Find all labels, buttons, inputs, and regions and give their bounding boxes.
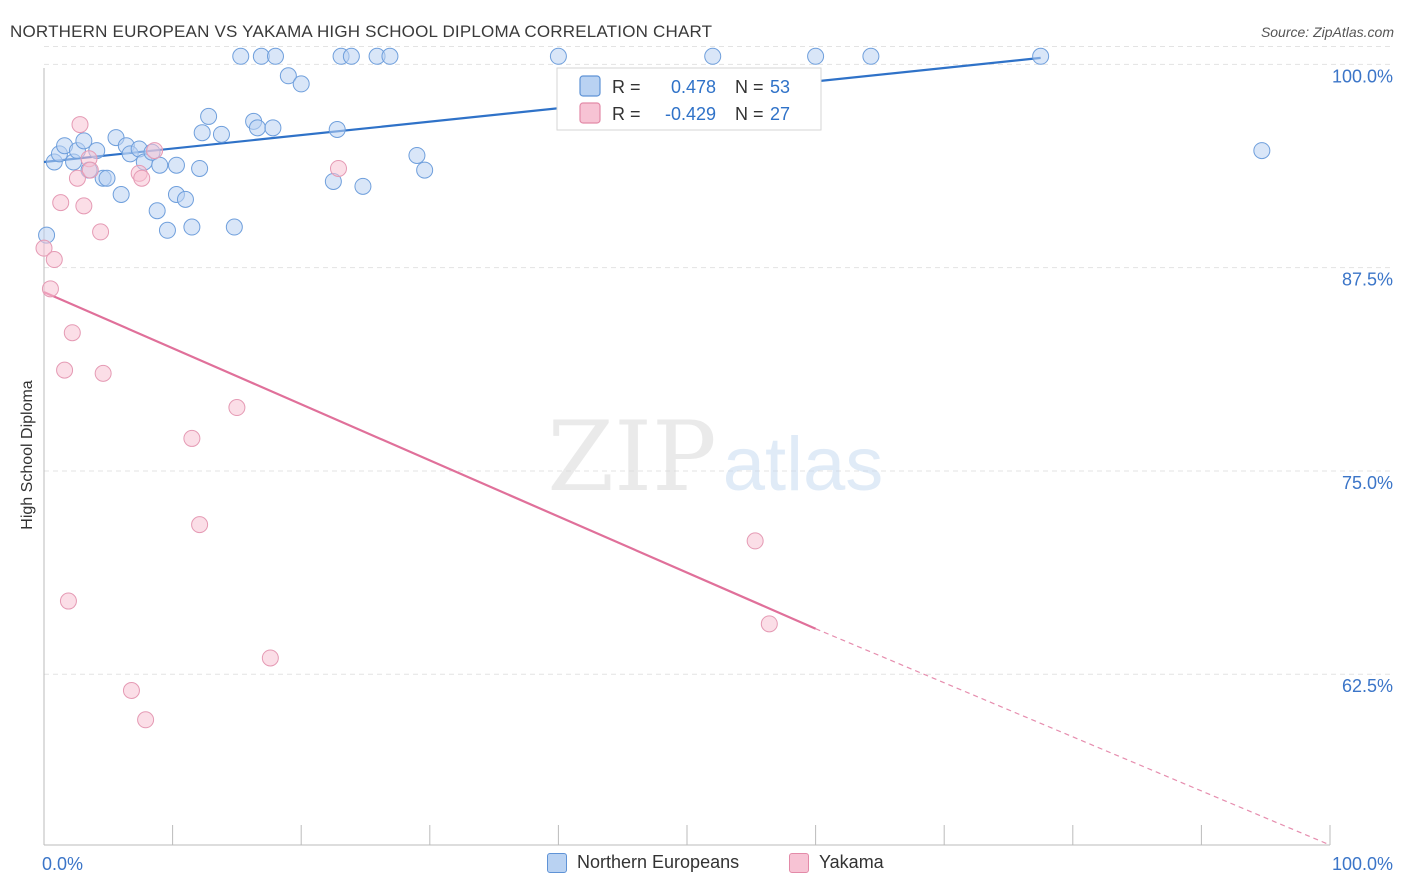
legend-item-northern-europeans[interactable]: Northern Europeans	[547, 852, 739, 873]
yakama-point-21	[228, 399, 246, 417]
yakama-point-14	[122, 682, 140, 700]
yakama-point-9	[75, 197, 93, 215]
legend-item-yakama[interactable]: Yakama	[789, 852, 884, 873]
yakama-point-13	[94, 364, 112, 382]
northern-european-point-48	[704, 47, 722, 65]
northern-european-point-36	[279, 67, 297, 85]
trend-line-northern-europeans	[43, 56, 1041, 164]
chart-title: NORTHERN EUROPEAN VS YAKAMA HIGH SCHOOL …	[10, 22, 713, 41]
northern-european-point-50	[862, 47, 880, 65]
northern-european-point-35	[266, 47, 284, 65]
correlation-legend: R = 0.478 N = 53 R = -0.429 N = 27	[556, 67, 822, 131]
northern-european-point-29	[225, 218, 243, 236]
legend-frame	[556, 67, 822, 131]
legend-r-value-blue: 0.478	[671, 77, 716, 97]
northern-european-point-12	[112, 185, 130, 203]
yakama-point-16	[133, 169, 151, 187]
trend-lines	[43, 56, 1331, 846]
legend-n-label-pink: N =	[735, 104, 764, 124]
yakama-point-20	[191, 516, 209, 534]
yakama-point-3	[52, 194, 70, 212]
yakama-point-23	[329, 159, 347, 177]
northern-european-point-30	[232, 47, 250, 65]
x-tick-label-1: 100.0%	[1332, 854, 1393, 874]
y-tick-label-0: 62.5%	[1342, 676, 1393, 696]
yakama-point-7	[68, 169, 86, 187]
yakama-point-22	[261, 649, 279, 667]
northern-european-point-32	[248, 119, 266, 137]
northern-european-point-24	[183, 218, 201, 236]
trend-line-yakama-extrapolated	[815, 628, 1331, 846]
watermark-atlas: atlas	[723, 422, 884, 507]
yakama-point-19	[183, 429, 201, 447]
yakama-point-24	[746, 532, 764, 550]
yakama-point-18	[146, 142, 164, 160]
legend-n-label-blue: N =	[735, 77, 764, 97]
y-tick-label-3: 100.0%	[1332, 66, 1393, 86]
yakama-point-12	[92, 223, 110, 241]
northern-european-point-44	[381, 47, 399, 65]
northern-european-point-37	[292, 75, 310, 93]
northern-european-point-19	[151, 156, 169, 174]
northern-european-point-46	[416, 161, 434, 179]
chart-source: Source: ZipAtlas.com	[1260, 24, 1394, 40]
legend-label-yakama: Yakama	[819, 852, 884, 872]
legend-swatch-pink	[579, 102, 601, 124]
northern-european-point-26	[193, 124, 211, 142]
yakama-point-25	[760, 615, 778, 633]
yakama-point-5	[59, 592, 77, 610]
yakama-point-1	[41, 280, 59, 298]
legend-swatch-northern-europeans	[547, 852, 567, 873]
axes	[43, 68, 1331, 846]
northern-european-point-41	[342, 47, 360, 65]
legend-n-value-pink: 27	[770, 104, 790, 124]
y-tick-label-1: 75.0%	[1342, 473, 1393, 493]
legend-label-northern-europeans: Northern Europeans	[577, 852, 740, 872]
yakama-point-2	[45, 251, 63, 269]
legend-n-value-blue: 53	[770, 77, 790, 97]
legend-swatch-blue	[579, 75, 601, 97]
yakama-point-6	[63, 324, 81, 342]
northern-european-point-49	[807, 47, 825, 65]
legend-r-value-pink: -0.429	[665, 104, 716, 124]
yakama-point-11	[81, 161, 99, 179]
northern-european-point-34	[264, 119, 282, 137]
northern-european-point-47	[549, 47, 567, 65]
northern-european-point-28	[212, 125, 230, 143]
northern-european-point-20	[158, 221, 176, 239]
legend-r-label-pink: R =	[612, 104, 641, 124]
trend-line-yakama	[43, 291, 817, 630]
northern-european-point-22	[167, 156, 185, 174]
legend-swatch-yakama	[789, 852, 809, 873]
northern-european-point-52	[1253, 142, 1271, 160]
northern-european-point-6	[75, 132, 93, 150]
yakama-point-4	[56, 361, 74, 379]
northern-european-point-45	[408, 146, 426, 164]
y-tick-label-2: 87.5%	[1342, 270, 1393, 290]
northern-european-point-23	[176, 190, 194, 208]
x-tick-label-0: 0.0%	[42, 854, 83, 874]
yakama-point-0	[35, 239, 53, 257]
legend-r-label-blue: R =	[612, 77, 641, 97]
northern-european-point-25	[191, 159, 209, 177]
data-points	[35, 47, 1271, 729]
northern-european-point-27	[200, 107, 218, 125]
yakama-point-8	[71, 116, 89, 134]
northern-european-point-42	[354, 177, 372, 195]
northern-european-point-10	[98, 169, 116, 187]
watermark: ZIP atlas	[547, 401, 883, 513]
watermark-zip: ZIP	[547, 401, 716, 513]
northern-european-point-39	[328, 120, 346, 138]
tick-labels: 62.5% 75.0% 87.5% 100.0% 0.0% 100.0%	[42, 66, 1393, 874]
yakama-point-17	[137, 711, 155, 729]
northern-european-point-33	[252, 47, 270, 65]
northern-european-point-18	[148, 202, 166, 220]
northern-european-point-51	[1032, 47, 1050, 65]
